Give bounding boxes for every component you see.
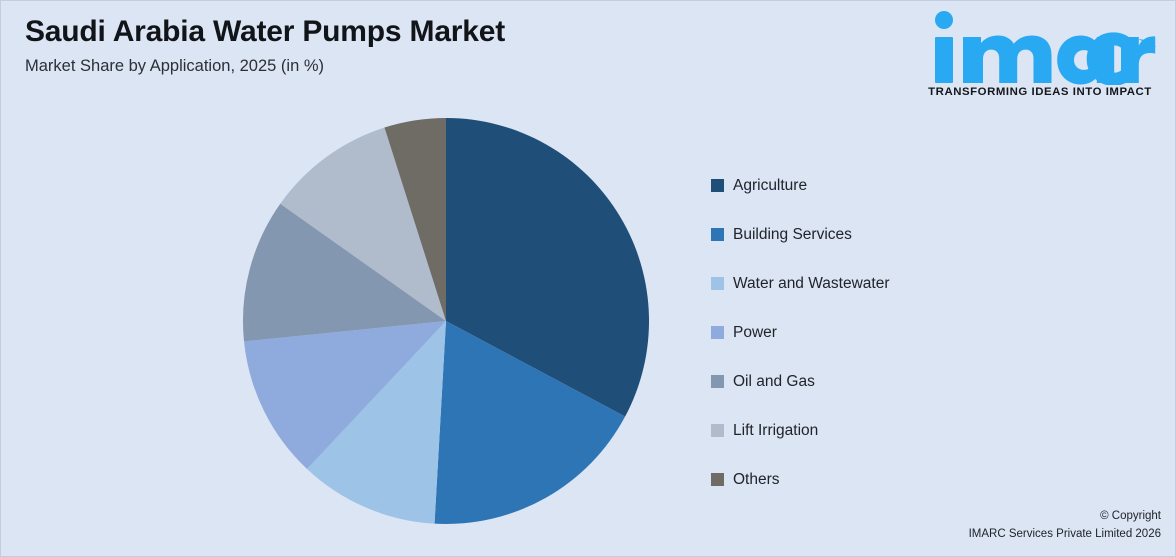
legend-item-label: Water and Wastewater [733,274,890,292]
pie-slice[interactable] [384,118,446,321]
pie-slice[interactable] [307,321,446,524]
copyright-line-1: © Copyright [1100,510,1161,523]
pie-slice[interactable] [242,203,446,342]
legend-item[interactable]: Others [711,455,1051,504]
legend-item[interactable]: Oil and Gas [711,357,1051,406]
copyright-footer: © Copyright IMARC Services Private Limit… [969,508,1161,544]
pie-chart-svg [242,118,650,525]
legend-swatch-icon [711,473,724,486]
legend-item-label: Lift Irrigation [733,421,819,439]
legend-swatch-icon [711,277,724,290]
legend-swatch-icon [711,326,724,339]
legend-item-label: Agriculture [733,176,808,194]
pie-slice[interactable] [446,118,650,417]
imarc-logo: TRANSFORMING IDEAS INTO IMPACT [915,9,1165,98]
copyright-line-2: IMARC Services Private Limited 2026 [968,528,1161,541]
legend-item-label: Power [733,323,777,341]
imarc-wordmark-icon [935,11,1157,85]
pie-slice[interactable] [244,321,446,469]
legend-item[interactable]: Power [711,308,1051,357]
chart-legend: Agriculture Building Services Water and Wa… [711,161,1051,504]
pie-chart [241,116,653,528]
legend-item[interactable]: Lift Irrigation [711,406,1051,455]
page-title: Saudi Arabia Water Pumps Market [25,15,506,48]
legend-item[interactable]: Water and Wastewater [711,259,1051,308]
legend-item[interactable]: Agriculture [711,161,1051,210]
chart-subtitle: Market Share by Application, 2025 (in %) [25,57,324,75]
legend-swatch-icon [711,179,724,192]
legend-item-label: Oil and Gas [733,372,815,390]
legend-item-label: Building Services [733,225,852,243]
chart-header: Saudi Arabia Water Pumps Market Market S… [25,15,725,77]
legend-swatch-icon [711,375,724,388]
legend-swatch-icon [711,228,724,241]
legend-item-label: Others [733,470,780,488]
legend-swatch-icon [711,424,724,437]
legend-item[interactable]: Building Services [711,210,1051,259]
pie-slice[interactable] [434,321,626,525]
logo-tagline: TRANSFORMING IDEAS INTO IMPACT [928,86,1152,98]
pie-slice[interactable] [280,127,446,321]
